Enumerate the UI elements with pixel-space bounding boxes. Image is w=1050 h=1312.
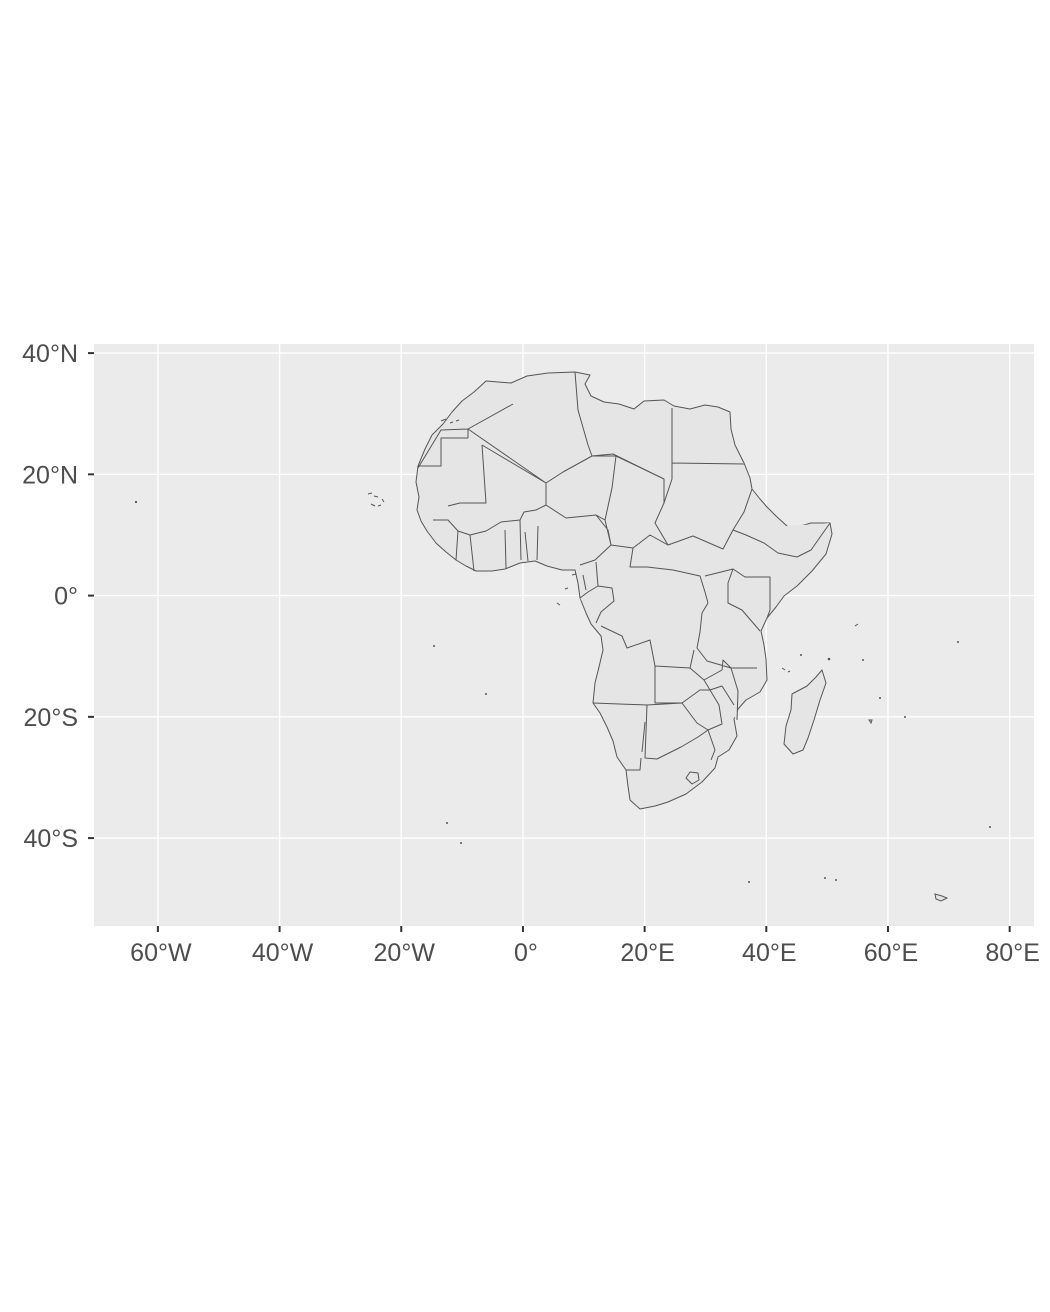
- y-tick-label: 0°: [54, 583, 78, 611]
- x-tick-label: 40°E: [742, 939, 796, 967]
- y-tick-label: 40°S: [24, 825, 78, 853]
- canary-islands: [440, 418, 460, 424]
- land-layer: [134, 371, 991, 902]
- y-tick-label: 20°S: [24, 704, 78, 732]
- y-tick-label: 40°N: [22, 340, 78, 368]
- x-tick-label: 20°E: [620, 939, 674, 967]
- remote-island-dots: [134, 500, 991, 883]
- comoros-islands: [781, 667, 791, 673]
- x-tick-label: 40°W: [252, 939, 314, 967]
- mauritius-island: [868, 719, 873, 725]
- seychelles-islands: [854, 623, 859, 627]
- lesotho: [685, 771, 700, 785]
- x-tick-label: 60°W: [130, 939, 192, 967]
- x-tick-label: 0°: [514, 939, 538, 967]
- y-tick-label: 20°N: [22, 461, 78, 489]
- cape-verde-islands: [367, 492, 385, 507]
- kerguelen-islands: [934, 893, 949, 902]
- madagascar: [783, 669, 827, 755]
- x-tick-label: 80°E: [985, 939, 1039, 967]
- x-tick-label: 60°E: [864, 939, 918, 967]
- axes: 60°W 40°W 20°W 0° 20°E 40°E 60°E 80°E 40°N 20°N 0°…: [22, 340, 1040, 967]
- country-borders: [417, 371, 831, 771]
- bioko-islands: [556, 573, 577, 606]
- x-tick-label: 20°W: [374, 939, 436, 967]
